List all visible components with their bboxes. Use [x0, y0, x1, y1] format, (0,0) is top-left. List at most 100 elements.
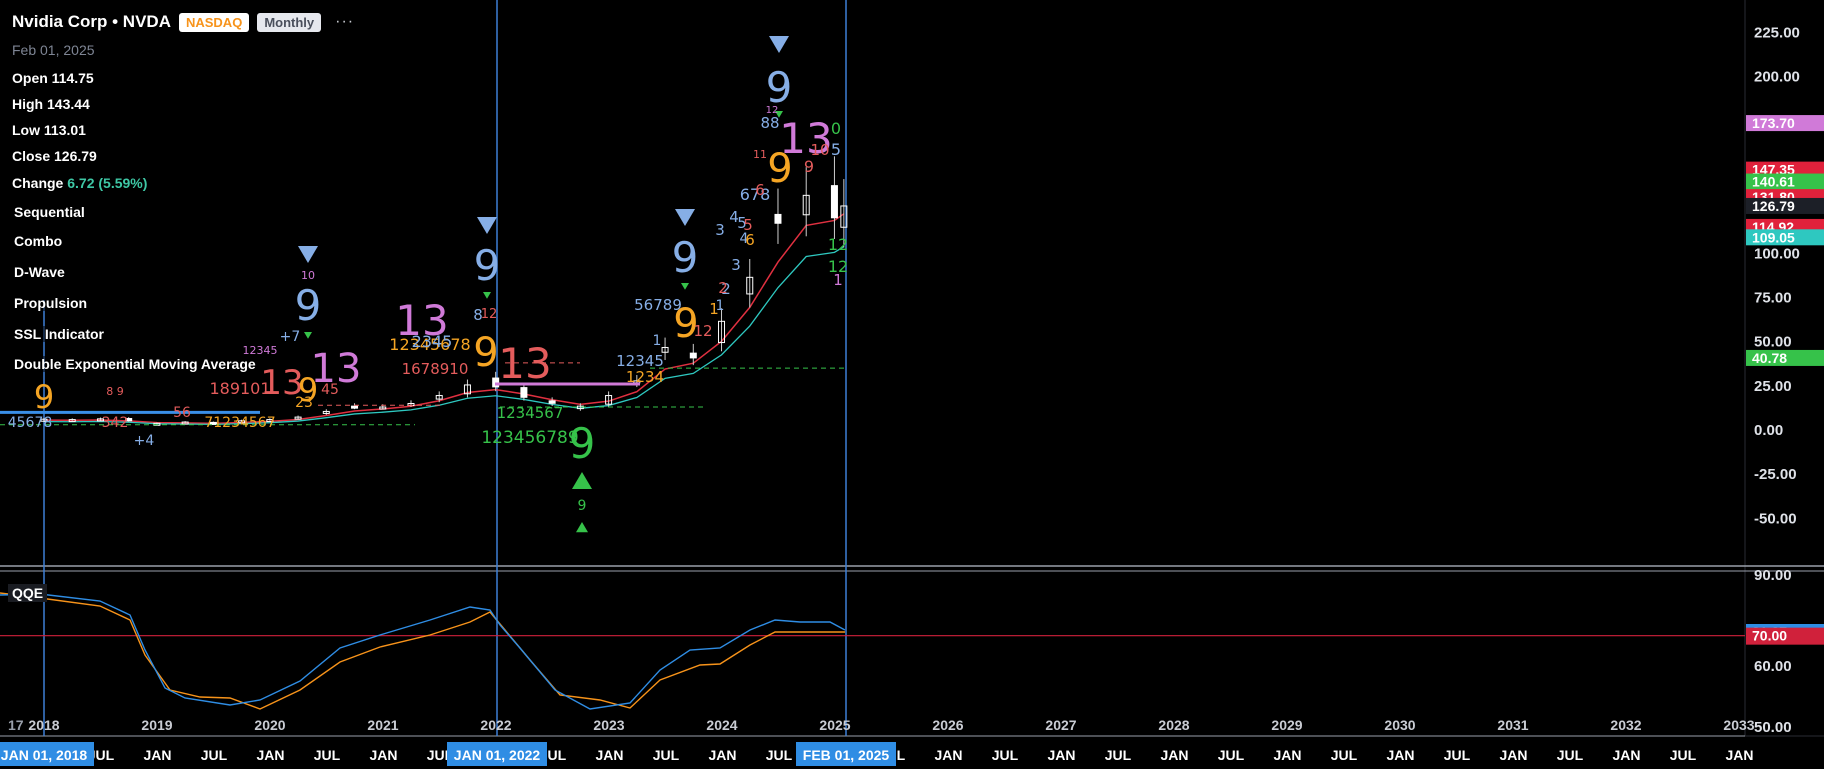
year-label: 2031 — [1497, 717, 1528, 733]
qqe-slow-line — [0, 592, 845, 710]
candle-body[interactable] — [661, 346, 669, 353]
month-label: JAN — [143, 747, 171, 763]
price-pane[interactable] — [0, 156, 848, 426]
more-options-icon[interactable]: ··· — [335, 13, 355, 30]
year-label: 2028 — [1158, 717, 1189, 733]
qqe-tick-label: 90.00 — [1754, 567, 1792, 584]
candle-body[interactable] — [435, 395, 443, 400]
year-label: 2026 — [932, 717, 963, 733]
candle-body[interactable] — [40, 418, 48, 422]
indicator-ssl[interactable]: SSL Indicator — [12, 326, 106, 342]
candle-body[interactable] — [181, 421, 189, 425]
month-label: JUL — [314, 747, 341, 763]
year-label: 2029 — [1271, 717, 1302, 733]
seq-count: 12 — [828, 235, 848, 254]
candle-body[interactable] — [96, 418, 104, 422]
indicator-sequential[interactable]: Sequential — [12, 204, 87, 220]
ohlc-change: Change 6.72 (5.59%) — [12, 175, 147, 191]
candle-body[interactable] — [68, 419, 76, 423]
candle-body[interactable] — [463, 384, 471, 395]
price-axis[interactable]: 225.00200.00175.00100.0075.0050.0025.000… — [1746, 24, 1824, 736]
candle-body[interactable] — [209, 421, 217, 425]
month-label: JAN — [1499, 747, 1527, 763]
change-value: 6.72 (5.59%) — [67, 175, 148, 191]
price-label-box — [1746, 349, 1824, 366]
time-axis[interactable]: 17 2018 2019 2020 2021 2022 2023 2024 2025 2026 20… — [0, 717, 1755, 766]
high-label: High — [12, 96, 44, 112]
seq-thirteen: 13 — [260, 363, 303, 403]
candle-body[interactable] — [125, 418, 133, 422]
chart-header: Nvidia Corp • NVDA NASDAQ Monthly ··· — [12, 12, 354, 32]
candle-body[interactable] — [830, 185, 838, 219]
seq-count: 11 — [753, 148, 767, 161]
year-label: 2033 — [1723, 717, 1754, 733]
price-label-box — [1746, 173, 1824, 190]
seq-nine: 9 — [569, 419, 596, 468]
seq-count: 4 — [729, 208, 739, 226]
seq-count: 3 — [731, 256, 741, 274]
seq-count: 9 — [578, 498, 587, 514]
price-tick-label: 100.00 — [1754, 245, 1800, 262]
seq-nine: 9 — [672, 233, 699, 282]
seq-nine: 9 — [766, 63, 793, 112]
crosshair-date-label: JAN 01, 2018 — [1, 747, 88, 763]
seq-count: 12345678 — [389, 335, 470, 354]
price-label-text: 173.70 — [1752, 115, 1795, 131]
candle-body[interactable] — [238, 420, 246, 424]
candle-body[interactable] — [802, 194, 810, 216]
candle-body[interactable] — [774, 213, 782, 224]
seq-count: 1 — [833, 271, 843, 289]
price-label-box — [1746, 197, 1824, 214]
seq-count: 8 — [473, 306, 483, 324]
candle-body[interactable] — [746, 276, 754, 295]
candle-body[interactable] — [605, 395, 613, 405]
sell-setup-triangle — [769, 36, 789, 53]
timeframe-badge[interactable]: Monthly — [257, 12, 322, 32]
seq-count: 12 — [481, 307, 498, 322]
seq-count: 12345 — [616, 352, 664, 370]
seq-thirteen: 13 — [498, 339, 551, 388]
bar-date: Feb 01, 2025 — [12, 42, 95, 58]
crosshair-date-label: JAN 01, 2022 — [454, 747, 541, 763]
candle-body[interactable] — [718, 320, 726, 344]
buy-setup-triangle — [572, 472, 592, 489]
month-label: JUL — [1670, 747, 1697, 763]
price-label-text: 109.05 — [1752, 229, 1795, 245]
qqe-label[interactable]: QQE — [8, 584, 48, 602]
candle-body[interactable] — [351, 405, 359, 409]
seq-count: 12 — [766, 105, 779, 116]
year-label: 2032 — [1610, 717, 1641, 733]
dema-line — [43, 213, 845, 425]
candle-body[interactable] — [689, 352, 697, 359]
indicator-d-wave[interactable]: D-Wave — [12, 264, 67, 280]
seq-count: +4 — [134, 433, 155, 449]
indicator-combo[interactable]: Combo — [12, 233, 65, 249]
seq-count: 5 — [743, 216, 753, 234]
candle-body[interactable] — [266, 419, 274, 423]
month-label: JUL — [1331, 747, 1358, 763]
seq-count: 1234 — [626, 368, 664, 386]
candle-body[interactable] — [548, 400, 556, 404]
indicator-propulsion[interactable]: Propulsion — [12, 295, 90, 311]
sell-setup-triangle — [681, 283, 689, 290]
crosshair-date-box — [0, 742, 94, 766]
year-label: 2024 — [706, 717, 737, 733]
candle-body[interactable] — [294, 416, 302, 420]
candle-body[interactable] — [520, 387, 528, 398]
indicator-dema[interactable]: Double Exponential Moving Average — [12, 356, 258, 372]
candle-body[interactable] — [322, 410, 330, 414]
qqe-pane[interactable] — [0, 592, 1745, 710]
candle-body[interactable] — [492, 377, 500, 388]
candle-body[interactable] — [840, 205, 848, 228]
seq-nine: 9 — [34, 378, 54, 416]
month-label: JUL — [427, 747, 454, 763]
close-label: Close — [12, 148, 51, 164]
seq-count: 1 — [653, 333, 662, 349]
symbol-title[interactable]: Nvidia Corp • NVDA — [12, 12, 171, 31]
seq-count: 1 — [709, 300, 719, 318]
sell-setup-triangle — [304, 332, 312, 339]
seq-nine: 9 — [473, 330, 498, 376]
candle-body[interactable] — [379, 406, 387, 410]
price-label-text: 126.79 — [1752, 198, 1795, 214]
